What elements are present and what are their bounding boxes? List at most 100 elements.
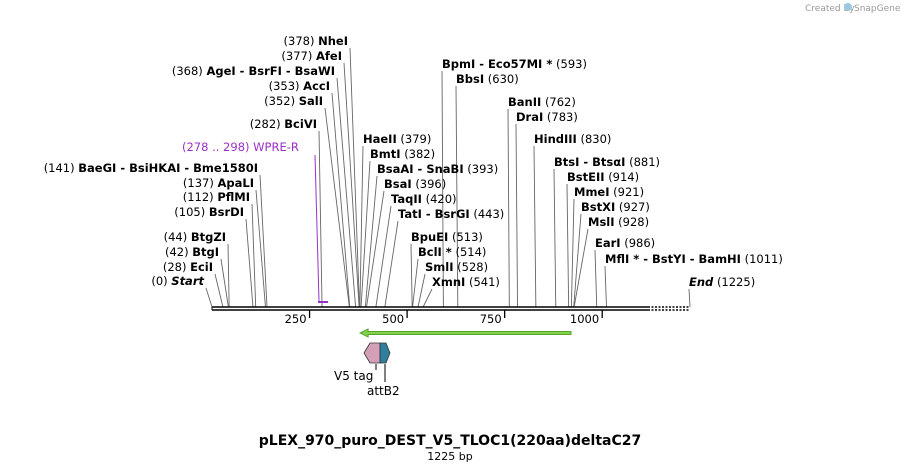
site-position: (28) (163, 260, 187, 274)
site-leader (688, 288, 691, 308)
site-leader (566, 183, 570, 308)
site-label[interactable]: DraI (783) (516, 110, 578, 124)
site-label[interactable]: BclI * (514) (418, 245, 486, 259)
attb2-feature[interactable] (379, 342, 391, 364)
site-leader (336, 77, 357, 308)
site-position: (1011) (745, 252, 783, 266)
site-enzyme-names: BpmI - Eco57MI * (442, 57, 552, 71)
site-enzyme-names: BtgZI (191, 230, 226, 244)
site-position: (927) (619, 200, 650, 214)
features: V5 tag attB2 (334, 328, 572, 398)
site-enzyme-names: ApaLI (218, 176, 255, 190)
snapgene-logo-icon (844, 3, 852, 11)
site-label[interactable]: (141) BaeGI - BsiHKAI - Bme1580I (44, 161, 258, 175)
site-enzyme-names: BmtI (370, 147, 401, 161)
site-label[interactable]: BstXI (927) (581, 200, 650, 214)
site-label[interactable]: (44) BtgZI (164, 230, 226, 244)
site-enzyme-names: BbsI (456, 72, 484, 86)
site-leaders (205, 47, 691, 308)
site-position: (630) (488, 72, 519, 86)
site-leader (594, 249, 598, 308)
site-label[interactable]: XmnI (541) (432, 275, 500, 289)
site-leader (604, 265, 607, 308)
site-label[interactable]: HindIII (830) (534, 132, 611, 146)
site-label[interactable]: (112) PflMI (183, 190, 250, 204)
site-enzyme-names: BaeGI - BsiHKAI - Bme1580I (78, 161, 258, 175)
sequence-backbone (211, 306, 690, 311)
site-label[interactable]: TatI - BsrGI (443) (398, 207, 504, 221)
site-leader (318, 130, 323, 308)
site-position: (528) (457, 260, 488, 274)
site-label[interactable]: (377) AfeI (281, 49, 342, 63)
site-label[interactable]: BstEII (914) (567, 170, 639, 184)
site-position: (921) (613, 185, 644, 199)
site-label[interactable]: SmlI (528) (425, 260, 488, 274)
v5-tag-feature[interactable] (363, 342, 381, 364)
site-position: (928) (618, 215, 649, 229)
site-label[interactable]: BtsI - BtsαI (881) (554, 155, 660, 169)
site-label[interactable]: MflI * - BstYI - BamHI (1011) (605, 252, 783, 266)
site-position: (514) (455, 245, 486, 259)
credit-brand: SnapGene (854, 4, 901, 14)
site-label[interactable]: (368) AgeI - BsrFI - BsaWI (172, 64, 335, 78)
site-leader (412, 258, 419, 308)
site-label[interactable]: (42) BtgI (165, 245, 219, 259)
site-position: (379) (400, 132, 431, 146)
primer-wpre-r[interactable]: (278 .. 298) WPRE-R (182, 140, 328, 303)
site-labels: (0) Start(28) EciI(42) BtgI(44) BtgZI (10… (44, 34, 783, 289)
site-enzyme-names: BanII (508, 95, 541, 109)
ruler-tick-label: 500 (382, 312, 404, 326)
site-label[interactable]: BanII (762) (508, 95, 576, 109)
site-position: (783) (547, 110, 578, 124)
site-leader (360, 160, 371, 308)
site-label[interactable]: (378) NheI (284, 34, 348, 48)
site-label[interactable]: BpuEI (513) (411, 230, 483, 244)
site-enzyme-names: BpuEI (411, 230, 448, 244)
site-enzyme-names: SalI (299, 94, 323, 108)
site-leader (366, 190, 385, 308)
site-leader (422, 288, 433, 308)
site-enzyme-names: BstXI (581, 200, 615, 214)
site-label[interactable]: BmtI (382) (370, 147, 435, 161)
site-leader (441, 70, 444, 308)
site-label[interactable]: BsaI (396) (384, 177, 446, 191)
site-label[interactable]: BbsI (630) (456, 72, 519, 86)
site-label[interactable]: MslI (928) (588, 215, 649, 229)
site-label[interactable]: (353) AccI (269, 79, 330, 93)
site-position: (396) (415, 177, 446, 191)
site-enzyme-names: MmeI (574, 185, 610, 199)
site-leader (324, 107, 350, 308)
site-label[interactable]: (137) ApaLI (183, 176, 254, 190)
site-enzyme-names: BclI * (418, 245, 452, 259)
site-label[interactable]: End (1225) (689, 275, 755, 289)
site-label[interactable]: TaqII (420) (391, 192, 457, 206)
site-enzyme-names: MslI (588, 215, 615, 229)
primer-label: (278 .. 298) WPRE-R (182, 140, 299, 154)
site-enzyme-names: BtgI (192, 245, 219, 259)
attb2-label: attB2 (367, 384, 400, 398)
site-label[interactable]: (352) SalI (264, 94, 323, 108)
site-label[interactable]: (105) BsrDI (174, 205, 244, 219)
site-label[interactable]: (28) EciI (163, 260, 213, 274)
site-label[interactable]: BpmI - Eco57MI * (593) (442, 57, 587, 71)
site-label[interactable]: (282) BciVI (250, 117, 317, 131)
site-label[interactable]: BsaAI - SnaBI (393) (377, 162, 498, 176)
site-enzyme-names: EciI (190, 260, 213, 274)
map-subtitle: 1225 bp (427, 450, 472, 463)
ruler-tick-label: 1000 (570, 312, 599, 326)
site-label[interactable]: (0) Start (151, 274, 204, 288)
site-position: (44) (164, 230, 188, 244)
orf-arrow[interactable] (358, 328, 572, 338)
site-label[interactable]: MmeI (921) (574, 185, 644, 199)
site-leader (553, 168, 557, 308)
site-label[interactable]: EarI (986) (595, 236, 655, 250)
site-label[interactable]: HaeII (379) (363, 132, 431, 146)
ruler-tick-label: 750 (480, 312, 502, 326)
site-leader (343, 62, 360, 308)
map-title: pLEX_970_puro_DEST_V5_TLOC1(220aa)deltaC… (259, 433, 641, 449)
site-leader (205, 287, 213, 308)
site-position: (986) (624, 236, 655, 250)
site-position: (593) (556, 57, 587, 71)
site-position: (141) (44, 161, 75, 175)
site-position: (137) (183, 176, 214, 190)
